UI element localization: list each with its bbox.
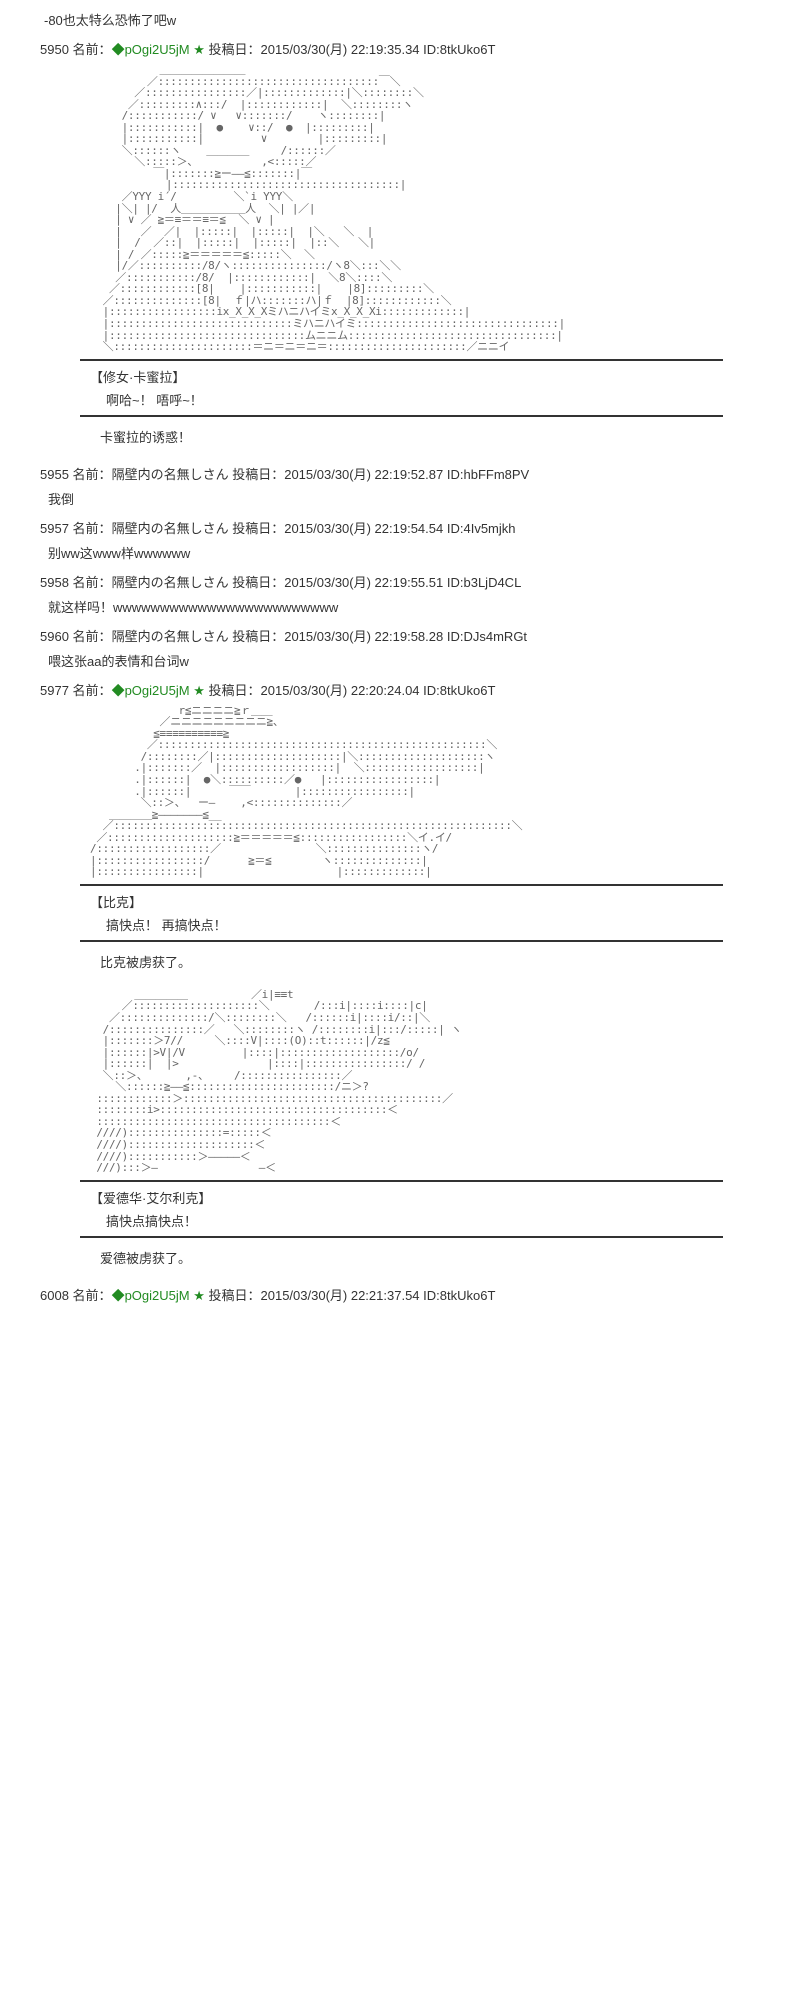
date-label: 投稿日： xyxy=(209,1288,261,1303)
post-date: 2015/03/30(月) 22:19:35.34 xyxy=(261,42,420,57)
post-header-5977: 5977 名前：◆pOgi2U5jM ★ 投稿日：2015/03/30(月) 2… xyxy=(40,680,763,699)
reply-header: 5957 名前：隔壁内の名無しさん 投稿日：2015/03/30(月) 22:1… xyxy=(40,518,763,537)
post-date: 2015/03/30(月) 22:19:58.28 xyxy=(284,629,443,644)
star-icon: ★ xyxy=(193,1288,205,1303)
id-label: ID: xyxy=(447,467,464,482)
dialogue-line: 啊哈~！ 唔呼~！ xyxy=(90,390,713,409)
name-label: 名前： xyxy=(73,575,112,590)
ascii-art-edward: ＿＿＿＿＿ ／i|≡≡t ／::::::::::::::::::::＼ /:::… xyxy=(40,989,763,1174)
reply-text: 别ww这www样wwwwww xyxy=(40,543,763,562)
post-num: 5950 xyxy=(40,42,69,57)
dialogue-line: 搞快点！ 再搞快点！ xyxy=(90,915,713,934)
anon-name: 隔壁内の名無しさん xyxy=(112,467,229,482)
reply-header: 5960 名前：隔壁内の名無しさん 投稿日：2015/03/30(月) 22:1… xyxy=(40,626,763,645)
post-header-6008: 6008 名前：◆pOgi2U5jM ★ 投稿日：2015/03/30(月) 2… xyxy=(40,1285,763,1304)
date-label: 投稿日： xyxy=(232,467,284,482)
post-num: 5955 xyxy=(40,467,69,482)
character-name: 【爱德华·艾尔利克】 xyxy=(90,1188,713,1207)
id-label: ID: xyxy=(423,1288,440,1303)
reply-block: 5960 名前：隔壁内の名無しさん 投稿日：2015/03/30(月) 22:1… xyxy=(40,626,763,670)
user-id: 8tkUko6T xyxy=(440,42,496,57)
name-label: 名前： xyxy=(73,467,112,482)
dialogue-box-piccolo: 【比克】 搞快点！ 再搞快点！ xyxy=(80,884,723,942)
tripcode[interactable]: ◆pOgi2U5jM xyxy=(112,683,190,698)
post-date: 2015/03/30(月) 22:19:55.51 xyxy=(284,575,443,590)
post-num: 5960 xyxy=(40,629,69,644)
dialogue-box-camilla: 【修女·卡蜜拉】 啊哈~！ 唔呼~！ xyxy=(80,359,723,417)
tripcode[interactable]: ◆pOgi2U5jM xyxy=(112,1288,190,1303)
user-id: DJs4mRGt xyxy=(463,629,527,644)
user-id: 4Iv5mjkh xyxy=(463,521,515,536)
name-label: 名前： xyxy=(73,521,112,536)
reply-text: 喂这张aa的表情和台词w xyxy=(40,651,763,670)
character-name: 【比克】 xyxy=(90,892,713,911)
reply-header: 5958 名前：隔壁内の名無しさん 投稿日：2015/03/30(月) 22:1… xyxy=(40,572,763,591)
user-id: 8tkUko6T xyxy=(440,1288,496,1303)
ascii-art-piccolo: r≦ニニニニ≧ｒ＿＿ ／ニニニニニニニニニ≧、 ≦≡≡≡≡≡≡≡≡≡≡≧ ／::… xyxy=(40,705,763,878)
reply-block: 5955 名前：隔壁内の名無しさん 投稿日：2015/03/30(月) 22:1… xyxy=(40,464,763,508)
id-label: ID: xyxy=(447,521,464,536)
post-num: 6008 xyxy=(40,1288,69,1303)
id-label: ID: xyxy=(423,42,440,57)
user-id: hbFFm8PV xyxy=(463,467,529,482)
dialogue-box-edward: 【爱德华·艾尔利克】 搞快点搞快点！ xyxy=(80,1180,723,1238)
reply-block: 5957 名前：隔壁内の名無しさん 投稿日：2015/03/30(月) 22:1… xyxy=(40,518,763,562)
date-label: 投稿日： xyxy=(232,575,284,590)
date-label: 投稿日： xyxy=(209,42,261,57)
date-label: 投稿日： xyxy=(232,521,284,536)
id-label: ID: xyxy=(447,575,464,590)
post-date: 2015/03/30(月) 22:19:52.87 xyxy=(284,467,443,482)
post-date: 2015/03/30(月) 22:19:54.54 xyxy=(284,521,443,536)
user-id: b3LjD4CL xyxy=(463,575,521,590)
date-label: 投稿日： xyxy=(209,683,261,698)
narration-text: 爱德被虏获了。 xyxy=(100,1248,763,1267)
reply-header: 5955 名前：隔壁内の名無しさん 投稿日：2015/03/30(月) 22:1… xyxy=(40,464,763,483)
top-comment: -80也太特么恐怖了吧w xyxy=(40,10,763,29)
name-label: 名前： xyxy=(73,629,112,644)
star-icon: ★ xyxy=(193,42,205,57)
narration-text: 比克被虏获了。 xyxy=(100,952,763,971)
tripcode[interactable]: ◆pOgi2U5jM xyxy=(112,42,190,57)
user-id: 8tkUko6T xyxy=(440,683,496,698)
reply-text: 我倒 xyxy=(40,489,763,508)
id-label: ID: xyxy=(447,629,464,644)
name-label: 名前： xyxy=(73,42,112,57)
post-num: 5957 xyxy=(40,521,69,536)
date-label: 投稿日： xyxy=(232,629,284,644)
post-header-5950: 5950 名前：◆pOgi2U5jM ★ 投稿日：2015/03/30(月) 2… xyxy=(40,39,763,58)
post-date: 2015/03/30(月) 22:21:37.54 xyxy=(261,1288,420,1303)
dialogue-line: 搞快点搞快点！ xyxy=(90,1211,713,1230)
anon-name: 隔壁内の名無しさん xyxy=(112,521,229,536)
name-label: 名前： xyxy=(73,683,112,698)
post-num: 5958 xyxy=(40,575,69,590)
post-date: 2015/03/30(月) 22:20:24.04 xyxy=(261,683,420,698)
name-label: 名前： xyxy=(73,1288,112,1303)
reply-text: 就这样吗！wwwwwwwwwwwwwwwwwwwwwwww xyxy=(40,597,763,616)
reply-block: 5958 名前：隔壁内の名無しさん 投稿日：2015/03/30(月) 22:1… xyxy=(40,572,763,616)
narration-text: 卡蜜拉的诱惑！ xyxy=(100,427,763,446)
star-icon: ★ xyxy=(193,683,205,698)
ascii-art-camilla: ＿＿＿＿＿＿＿＿ ／::::::::::::::::::::::::::::::… xyxy=(40,64,763,353)
anon-name: 隔壁内の名無しさん xyxy=(112,629,229,644)
id-label: ID: xyxy=(423,683,440,698)
anon-name: 隔壁内の名無しさん xyxy=(112,575,229,590)
post-num: 5977 xyxy=(40,683,69,698)
character-name: 【修女·卡蜜拉】 xyxy=(90,367,713,386)
